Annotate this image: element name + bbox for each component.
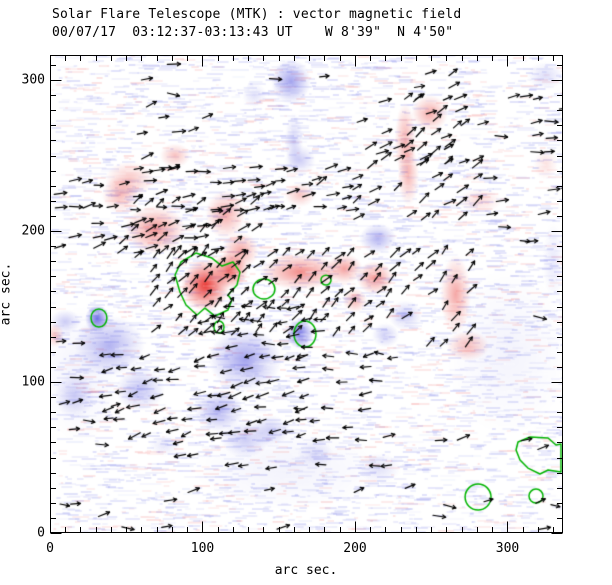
- chart-subtitle: 00/07/17 03:12:37-03:13:43 UT W 8'39" N …: [52, 25, 454, 40]
- x-tick-label: 100: [190, 541, 215, 556]
- y-axis-label: arc sec.: [0, 262, 14, 326]
- y-tick-label: 100: [21, 374, 45, 390]
- x-tick-label: 300: [495, 541, 520, 556]
- magnetogram-canvas: [50, 55, 563, 533]
- chart-title: Solar Flare Telescope (MTK) : vector mag…: [52, 7, 462, 22]
- x-tick-label: 0: [46, 541, 54, 556]
- axes-frame: [50, 55, 563, 534]
- y-tick-label: 300: [21, 72, 45, 88]
- x-axis-label: arc sec.: [274, 563, 338, 578]
- plot-area: [50, 55, 563, 534]
- y-tick-label: 200: [21, 223, 45, 239]
- x-tick-label: 200: [343, 541, 367, 556]
- plot-frame: [50, 55, 563, 533]
- y-tick-label: 0: [37, 525, 45, 541]
